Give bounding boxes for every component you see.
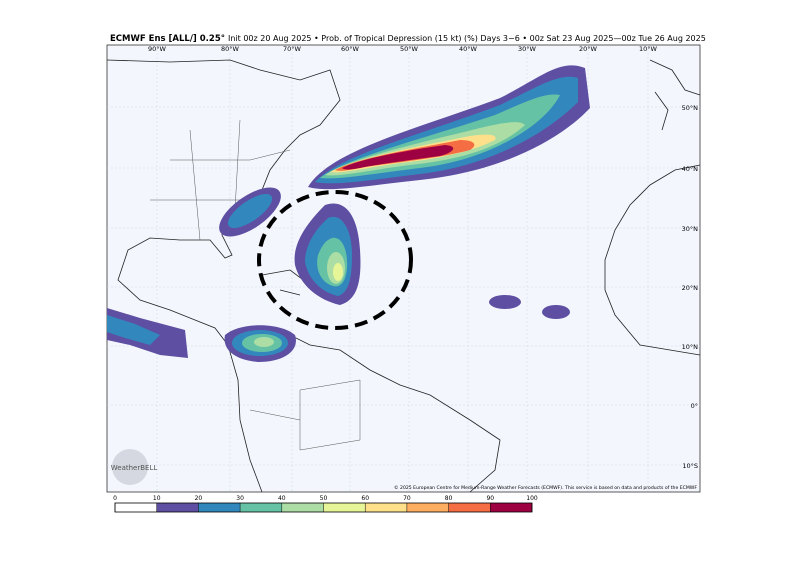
colorbar-segment xyxy=(281,503,324,512)
colorbar-tick-label: 30 xyxy=(236,495,244,502)
colorbar-tick-label: 50 xyxy=(320,495,328,502)
lon-labels: 90°W 80°W 70°W 60°W 50°W 40°W 30°W 20°W … xyxy=(148,45,658,53)
lon-label: 90°W xyxy=(148,45,167,53)
lat-label: 20°N xyxy=(682,284,699,292)
logo-badge xyxy=(112,449,148,485)
colorbar-tick-label: 20 xyxy=(195,495,203,502)
lat-label: 0° xyxy=(691,402,698,410)
highlight-circle xyxy=(257,190,413,330)
colorbar-segment xyxy=(240,503,282,512)
probability-field xyxy=(107,65,590,362)
colorbar-tick-label: 60 xyxy=(361,495,369,502)
map: 90°W 80°W 70°W 60°W 50°W 40°W 30°W 20°W … xyxy=(106,44,701,493)
lon-label: 60°W xyxy=(341,45,360,53)
lon-label: 70°W xyxy=(283,45,302,53)
lat-label: 50°N xyxy=(682,104,699,112)
title-description: Init 00z 20 Aug 2025 • Prob. of Tropical… xyxy=(228,34,706,43)
copyright: © 2025 European Centre for Medium-Range … xyxy=(394,484,697,491)
colorbar: 0 10 20 30 40 50 60 70 80 90 100 xyxy=(113,495,538,513)
colorbar-tick-label: 40 xyxy=(278,495,286,502)
lat-label: 10°N xyxy=(682,343,699,351)
colorbar-segment xyxy=(115,503,157,512)
lat-labels: 50°N 40°N 30°N 20°N 10°N 0° 10°S xyxy=(682,104,699,470)
colorbar-segment xyxy=(365,503,407,512)
lon-label: 80°W xyxy=(221,45,240,53)
colorbar-segment xyxy=(198,503,241,512)
lon-label: 20°W xyxy=(579,45,598,53)
lon-label: 40°W xyxy=(459,45,478,53)
lon-label: 30°W xyxy=(518,45,537,53)
lat-label: 10°S xyxy=(682,462,698,470)
lat-label: 40°N xyxy=(682,165,699,173)
logo: WeatherBELL xyxy=(111,464,158,472)
colorbar-tick-label: 70 xyxy=(403,495,411,502)
lon-label: 10°W xyxy=(639,45,658,53)
colorbar-tick-label: 0 xyxy=(113,495,117,502)
colorbar-segment xyxy=(448,503,491,512)
colorbar-segment xyxy=(490,503,532,512)
colorbar-tick-label: 100 xyxy=(526,495,538,502)
lat-label: 30°N xyxy=(682,225,699,233)
colorbar-tick-label: 10 xyxy=(153,495,161,502)
title-model: ECMWF Ens [ALL/] 0.25° xyxy=(110,34,225,44)
colorbar-segment xyxy=(323,503,366,512)
colorbar-tick-label: 80 xyxy=(445,495,453,502)
colorbar-segment xyxy=(406,503,449,512)
colorbar-segment xyxy=(156,503,199,512)
map-frame xyxy=(106,44,701,493)
colorbar-tick-label: 90 xyxy=(486,495,494,502)
lon-label: 50°W xyxy=(400,45,419,53)
